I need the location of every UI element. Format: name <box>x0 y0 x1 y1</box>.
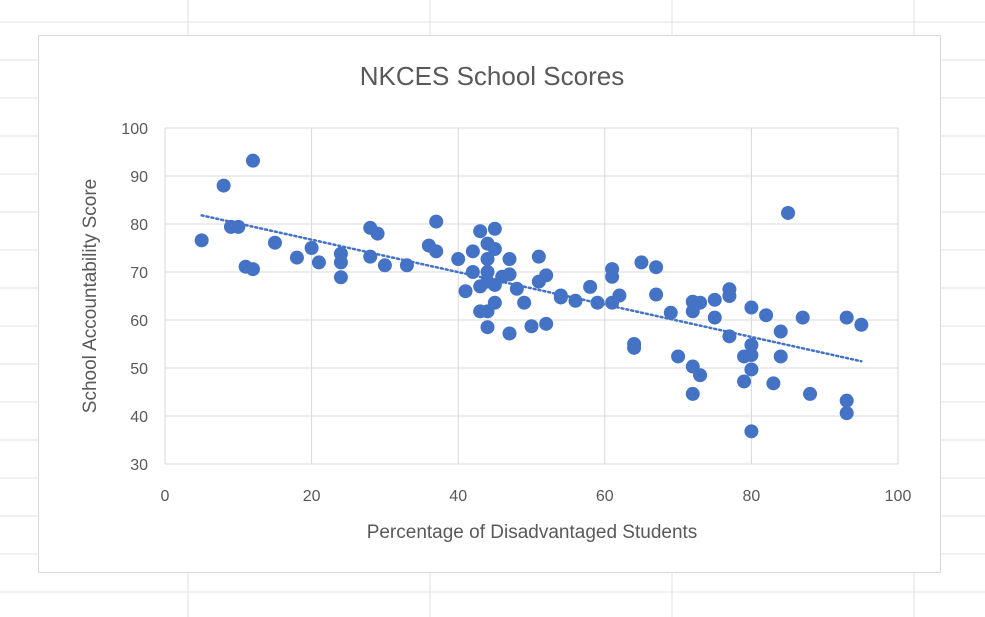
scatter-point <box>289 250 304 265</box>
scatter-point <box>722 329 737 344</box>
y-tick-label: 60 <box>130 313 148 330</box>
scatter-point <box>744 300 759 315</box>
plot-gridlines <box>164 127 899 465</box>
scatter-point <box>267 235 282 250</box>
scatter-point <box>839 310 854 325</box>
scatter-point <box>480 320 495 335</box>
scatter-point <box>744 337 759 352</box>
scatter-point <box>487 221 502 236</box>
scatter-point <box>377 258 392 273</box>
scatter-point <box>304 241 319 255</box>
scatter-point <box>707 292 722 307</box>
scatter-point <box>429 244 444 259</box>
y-tick-label: 30 <box>130 457 148 474</box>
scatter-point <box>737 374 752 389</box>
scatter-point <box>553 288 568 303</box>
scatter-point <box>370 226 385 241</box>
scatter-point <box>773 324 788 339</box>
y-tick-label: 50 <box>130 361 148 378</box>
scatter-point <box>671 349 686 364</box>
scatter-point <box>744 362 759 377</box>
scatter-point <box>480 252 495 267</box>
scatter-point <box>502 267 517 282</box>
scatter-point <box>773 349 788 364</box>
scatter-point <box>605 262 620 277</box>
y-tick-label: 40 <box>130 409 148 426</box>
scatter-point <box>612 288 627 303</box>
scatter-point <box>693 368 708 383</box>
scatter-point <box>722 289 737 303</box>
y-tick-label: 90 <box>130 169 148 186</box>
chart-title: NKCES School Scores <box>360 61 624 91</box>
scatter-point <box>766 376 781 391</box>
trendline <box>200 214 863 363</box>
scatter-point <box>333 246 348 261</box>
scatter-point <box>627 340 642 355</box>
scatter-point <box>744 424 759 439</box>
scatter-point <box>473 224 488 239</box>
scatter-point <box>465 265 480 279</box>
scatter-point <box>539 316 554 331</box>
scatter-point <box>803 386 818 401</box>
x-axis-title: Percentage of Disadvantaged Students <box>367 522 698 543</box>
scatter-point <box>663 305 678 320</box>
x-tick-label: 80 <box>743 488 761 505</box>
scatter-point <box>429 214 444 229</box>
x-tick-labels: 0 20 40 60 80 100 <box>161 488 912 505</box>
scatter-point <box>311 255 326 270</box>
scatter-point <box>363 249 378 264</box>
scatter-point <box>693 295 708 310</box>
scatter-point <box>707 310 722 325</box>
x-tick-label: 60 <box>596 488 614 505</box>
scatter-point <box>744 348 759 363</box>
scatter-point <box>649 260 664 275</box>
scatter-point <box>245 262 260 277</box>
scatter-point <box>539 268 554 283</box>
scatter-point <box>854 317 869 332</box>
scatter-point <box>333 270 348 285</box>
scatter-point <box>685 386 700 401</box>
scatter-point <box>795 310 810 325</box>
scatter-point <box>487 241 502 256</box>
scatter-point <box>839 406 854 421</box>
y-tick-label: 100 <box>121 121 148 138</box>
scatter-point <box>194 233 209 248</box>
scatter-point <box>509 281 524 296</box>
scatter-point <box>583 279 598 294</box>
x-tick-label: 100 <box>885 488 912 505</box>
scatter-point <box>458 284 473 299</box>
scatter-point <box>531 249 546 264</box>
scatter-point <box>231 219 246 234</box>
y-tick-label: 70 <box>130 265 148 282</box>
scatter-point <box>568 293 583 308</box>
scatter-point <box>451 252 466 267</box>
x-tick-label: 20 <box>303 488 321 505</box>
x-tick-label: 40 <box>449 488 467 505</box>
scatter-point <box>781 205 796 220</box>
y-axis-title: School Accountability Score <box>80 179 101 413</box>
scatter-point <box>759 308 774 323</box>
y-tick-labels: 30 40 50 60 70 80 90 100 <box>121 121 148 474</box>
scatter-point <box>487 295 502 310</box>
scatter-point <box>517 295 532 310</box>
scatter-point <box>634 255 649 270</box>
x-tick-label: 0 <box>161 488 170 505</box>
scatter-point <box>502 326 517 341</box>
y-tick-label: 80 <box>130 217 148 234</box>
scatter-point <box>839 393 854 408</box>
scatter-point <box>502 252 517 267</box>
scatter-point <box>524 319 539 334</box>
scatter-point <box>465 244 480 259</box>
scatter-point <box>216 178 231 193</box>
scatter-point <box>245 153 260 168</box>
scatter-point <box>590 295 605 310</box>
data-points <box>194 153 869 439</box>
scatter-point <box>399 258 414 273</box>
scatter-point <box>649 287 664 302</box>
scatter-point <box>480 265 495 279</box>
